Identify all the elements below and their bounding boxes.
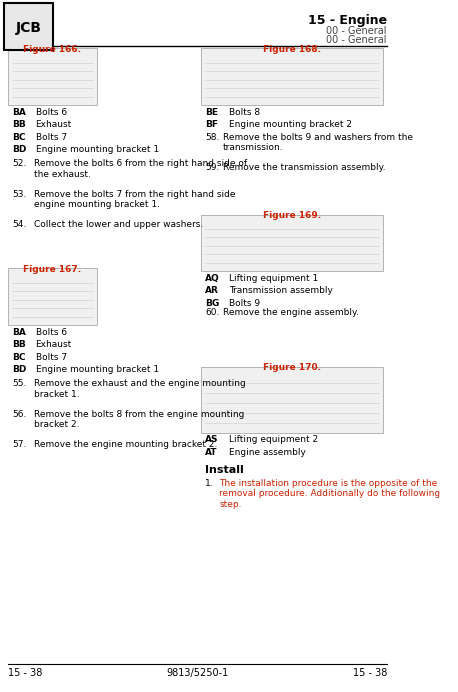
Text: AS: AS [205,435,219,444]
Text: 58.: 58. [205,133,220,142]
Text: 59.: 59. [205,163,220,172]
FancyBboxPatch shape [4,3,53,50]
Bar [8,48,97,105]
Bar [202,215,383,271]
Text: Exhaust: Exhaust [36,340,72,349]
Text: BD: BD [12,145,26,154]
Text: Engine mounting bracket 2: Engine mounting bracket 2 [229,120,352,129]
Text: BC: BC [12,133,25,142]
Text: Transmission assembly: Transmission assembly [229,286,333,295]
Text: Remove the engine assembly.: Remove the engine assembly. [223,308,359,317]
Text: BD: BD [12,365,26,374]
Text: Engine mounting bracket 1: Engine mounting bracket 1 [36,145,158,154]
Bar [202,48,383,105]
Text: Figure 168.: Figure 168. [263,45,321,54]
Text: Remove the bolts 9 and washers from the
transmission.: Remove the bolts 9 and washers from the … [223,133,413,152]
Text: Bolts 7: Bolts 7 [36,133,67,142]
Text: Figure 166.: Figure 166. [23,45,82,54]
Text: Remove the bolts 8 from the engine mounting
bracket 2.: Remove the bolts 8 from the engine mount… [33,410,244,429]
Text: Install: Install [205,465,244,475]
Text: Engine assembly: Engine assembly [229,448,306,457]
Text: BE: BE [205,108,218,117]
Bar [8,268,97,325]
Text: Bolts 6: Bolts 6 [36,328,67,337]
Text: Remove the exhaust and the engine mounting
bracket 1.: Remove the exhaust and the engine mounti… [33,379,245,399]
Text: 53.: 53. [12,190,26,199]
Text: BC: BC [12,353,25,362]
Text: Lifting equipment 2: Lifting equipment 2 [229,435,318,444]
Text: The installation procedure is the opposite of the
removal procedure. Additionall: The installation procedure is the opposi… [219,479,440,509]
Text: 60.: 60. [205,308,220,317]
Text: Remove the transmission assembly.: Remove the transmission assembly. [223,163,386,172]
Text: Figure 169.: Figure 169. [263,211,321,220]
Text: AR: AR [205,286,219,295]
Text: BA: BA [12,328,26,337]
Text: Lifting equipment 1: Lifting equipment 1 [229,274,318,283]
Text: 54.: 54. [12,220,26,229]
Text: Bolts 7: Bolts 7 [36,353,67,362]
Bar [202,367,383,432]
Text: BA: BA [12,108,26,117]
Text: BF: BF [205,120,218,129]
Text: 52.: 52. [12,159,26,168]
Text: Exhaust: Exhaust [36,120,72,129]
Text: 55.: 55. [12,379,26,388]
Text: Bolts 9: Bolts 9 [229,299,260,308]
Text: 56.: 56. [12,410,26,419]
Text: Figure 167.: Figure 167. [23,265,82,274]
Text: Engine mounting bracket 1: Engine mounting bracket 1 [36,365,158,374]
Text: Remove the engine mounting bracket 2.: Remove the engine mounting bracket 2. [33,440,217,449]
Text: BG: BG [205,299,219,308]
Text: AT: AT [205,448,218,457]
Text: AQ: AQ [205,274,220,283]
Text: 15 - 38: 15 - 38 [353,668,387,677]
Text: Remove the bolts 7 from the right hand side
engine mounting bracket 1.: Remove the bolts 7 from the right hand s… [33,190,235,209]
Text: 00 - General: 00 - General [327,26,387,35]
Text: Collect the lower and upper washers.: Collect the lower and upper washers. [33,220,203,229]
Text: Figure 170.: Figure 170. [263,363,321,372]
Text: 00 - General: 00 - General [327,35,387,44]
Text: BB: BB [12,120,26,129]
Text: 9813/5250-1: 9813/5250-1 [166,668,229,677]
Text: Remove the bolts 6 from the right hand side of
the exhaust.: Remove the bolts 6 from the right hand s… [33,159,247,179]
Text: 15 - Engine: 15 - Engine [308,14,387,27]
Text: JCB: JCB [16,21,41,35]
Text: Bolts 8: Bolts 8 [229,108,260,117]
Text: 1.: 1. [205,479,214,488]
Text: Bolts 6: Bolts 6 [36,108,67,117]
Text: BB: BB [12,340,26,349]
Text: 57.: 57. [12,440,26,449]
Text: 15 - 38: 15 - 38 [8,668,42,677]
